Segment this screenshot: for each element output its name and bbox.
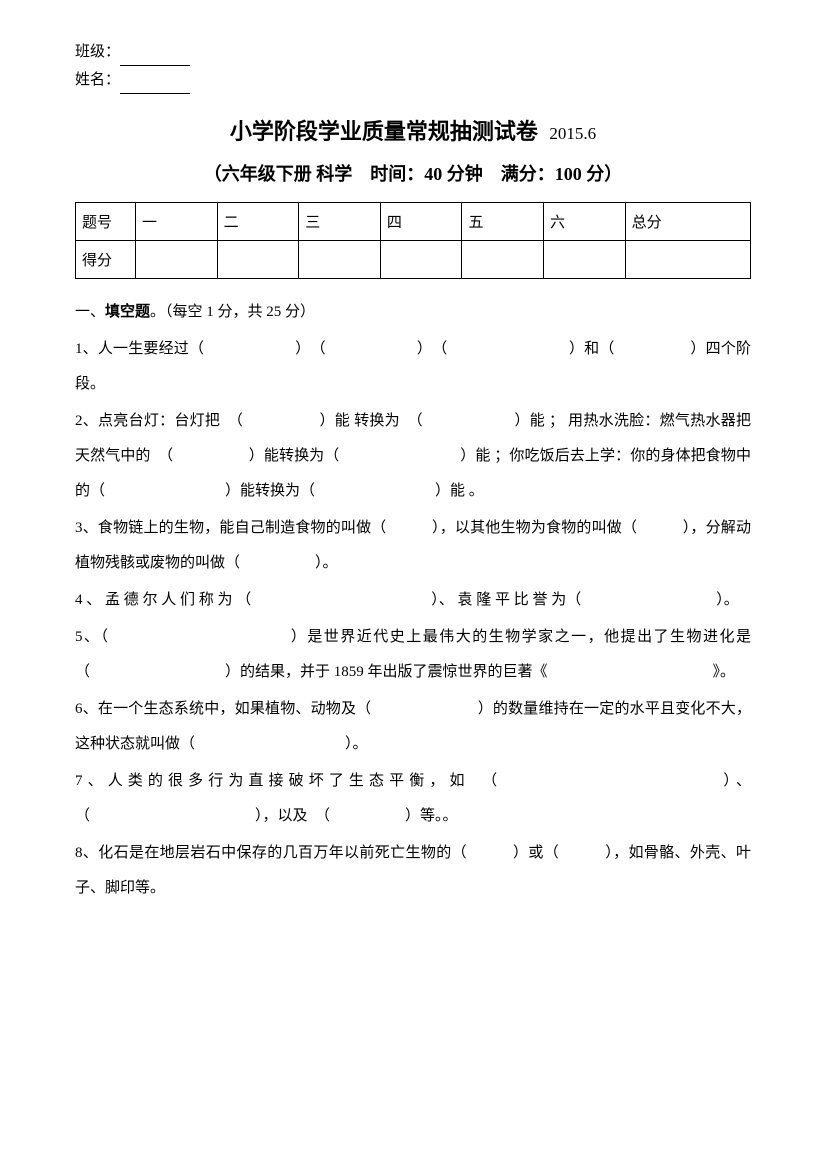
- exam-title: 小学阶段学业质量常规抽测试卷 2015.6: [75, 114, 751, 146]
- score-header-cell: 一: [136, 203, 218, 241]
- question-7: 7、人类的很多行为直接破坏了生态平衡，如 （ ）、（ ），以及 （ ）等。。: [75, 764, 751, 834]
- exam-content: 一、填空题。（每空 1 分，共 25 分） 1、人一生要经过（ ） （ ） （ …: [75, 295, 751, 906]
- class-field: 班级：: [75, 38, 751, 66]
- score-table: 题号 一 二 三 四 五 六 总分 得分: [75, 202, 751, 279]
- name-label: 姓名：: [75, 72, 120, 88]
- score-header-cell: 四: [380, 203, 462, 241]
- question-4: 4 、 孟 德 尔 人 们 称 为 （ ）、 袁 隆 平 比 誉 为（ ）。: [75, 583, 751, 618]
- class-label: 班级：: [75, 44, 120, 60]
- score-blank-cell[interactable]: [462, 241, 544, 279]
- question-5: 5、（ ）是世界近代史上最伟大的生物学家之一，他提出了生物进化是 （ ）的结果，…: [75, 620, 751, 690]
- score-header-cell: 二: [217, 203, 299, 241]
- section-heading: 一、填空题。（每空 1 分，共 25 分）: [75, 295, 751, 330]
- question-8: 8、化石是在地层岩石中保存的几百万年以前死亡生物的（ ）或（ ），如骨骼、外壳、…: [75, 836, 751, 906]
- title-date: 2015.6: [549, 124, 596, 143]
- score-header-cell: 三: [299, 203, 381, 241]
- table-row: 题号 一 二 三 四 五 六 总分: [76, 203, 751, 241]
- section-suffix: 。（每空 1 分，共 25 分）: [150, 304, 315, 320]
- question-3: 3、食物链上的生物，能自己制造食物的叫做（ ），以其他生物为食物的叫做（ ），分…: [75, 511, 751, 581]
- score-label-cell: 得分: [76, 241, 136, 279]
- class-blank[interactable]: [120, 48, 190, 66]
- score-blank-cell[interactable]: [217, 241, 299, 279]
- section-prefix: 一、: [75, 304, 105, 320]
- score-header-cell: 五: [462, 203, 544, 241]
- section-title-bold: 填空题: [105, 304, 150, 320]
- score-header-cell: 六: [544, 203, 626, 241]
- score-blank-cell[interactable]: [136, 241, 218, 279]
- score-blank-cell[interactable]: [544, 241, 626, 279]
- score-header-cell: 总分: [625, 203, 750, 241]
- score-blank-cell[interactable]: [625, 241, 750, 279]
- question-6: 6、在一个生态系统中，如果植物、动物及（ ）的数量维持在一定的水平且变化不大，这…: [75, 692, 751, 762]
- name-blank[interactable]: [120, 76, 190, 94]
- table-row: 得分: [76, 241, 751, 279]
- score-header-cell: 题号: [76, 203, 136, 241]
- name-field: 姓名：: [75, 66, 751, 94]
- exam-subtitle: （六年级下册 科学 时间：40 分钟 满分：100 分）: [75, 160, 751, 186]
- score-blank-cell[interactable]: [299, 241, 381, 279]
- question-1: 1、人一生要经过（ ） （ ） （ ）和（ ）四个阶段。: [75, 332, 751, 402]
- title-text: 小学阶段学业质量常规抽测试卷: [230, 119, 538, 144]
- score-blank-cell[interactable]: [380, 241, 462, 279]
- question-2: 2、点亮台灯：台灯把 （ ）能 转换为 （ ）能 ； 用热水洗脸：燃气热水器把天…: [75, 404, 751, 509]
